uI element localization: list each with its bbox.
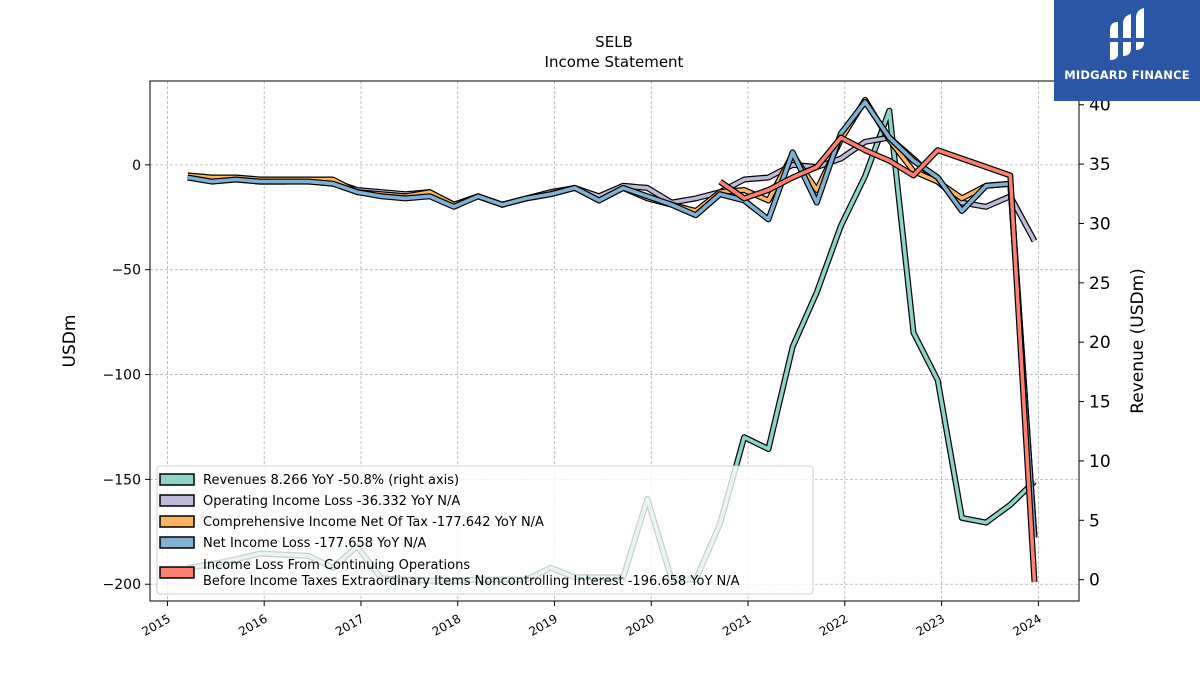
legend-swatch-0 — [159, 473, 195, 486]
y2-tick-label: 0 — [1089, 571, 1100, 591]
chart-subtitle: Income Statement — [545, 53, 684, 71]
x-tick-label: 2019 — [527, 611, 560, 638]
chart-title: SELB — [595, 33, 633, 51]
y-tick-label: −200 — [103, 577, 141, 593]
legend: Revenues 8.266 YoY -50.8% (right axis) Op… — [156, 465, 814, 595]
grid-lines — [150, 81, 1079, 601]
brand-logo: MIDGARD FINANCE — [1054, 0, 1200, 101]
y2-tick-label: 35 — [1089, 155, 1111, 175]
y-tick-label: −50 — [111, 263, 141, 279]
series-lines — [187, 96, 1038, 584]
y-tick-label: 0 — [132, 158, 141, 174]
y2-tick-label: 5 — [1089, 511, 1100, 531]
legend-label-2: Comprehensive Income Net Of Tax -177.642… — [203, 515, 544, 530]
y2-tick-label: 25 — [1089, 274, 1111, 294]
legend-label-4-0: Income Loss From Continuing Operations — [203, 558, 470, 573]
x-tick-label: 2016 — [236, 611, 269, 638]
y-tick-label: −150 — [103, 472, 141, 488]
plot-frame — [149, 80, 1080, 602]
legend-label-0: Revenues 8.266 YoY -50.8% (right axis) — [203, 473, 459, 488]
y2-tick-label: 15 — [1089, 393, 1111, 413]
legend-label-3: Net Income Loss -177.658 YoY N/A — [203, 536, 426, 551]
y2-tick-label: 10 — [1089, 452, 1111, 472]
legend-box — [156, 465, 814, 595]
legend-label-1: Operating Income Loss -36.332 YoY N/A — [203, 494, 460, 509]
x-tick-label: 2018 — [430, 611, 463, 638]
brand-name: MIDGARD FINANCE — [1064, 68, 1190, 82]
x-tick-label: 2017 — [333, 611, 366, 638]
y-tick-label: −100 — [103, 368, 141, 384]
x-tick-label: 2022 — [817, 611, 850, 638]
x-tick-label: 2024 — [1010, 611, 1043, 638]
x-tick-label: 2023 — [914, 611, 947, 638]
legend-swatch-1 — [159, 494, 195, 507]
x-tick-label: 2021 — [720, 611, 753, 638]
y2-axis-label: Revenue (USDm) — [1128, 268, 1148, 414]
legend-swatch-4 — [159, 566, 195, 579]
legend-label-4-1: Before Income Taxes Extraordinary Items … — [203, 574, 740, 589]
legend-swatch-3 — [159, 536, 195, 549]
x-tick-label: 2015 — [139, 611, 172, 638]
logo-mark-icon — [1108, 8, 1146, 60]
series-line-4 — [718, 135, 1037, 583]
x-tick-label: 2020 — [623, 611, 656, 638]
y-axis-label: USDm — [60, 315, 80, 368]
series-line-3 — [187, 100, 1037, 538]
y2-tick-label: 30 — [1089, 214, 1111, 234]
legend-swatch-2 — [159, 515, 195, 528]
y2-tick-label: 20 — [1089, 333, 1111, 353]
